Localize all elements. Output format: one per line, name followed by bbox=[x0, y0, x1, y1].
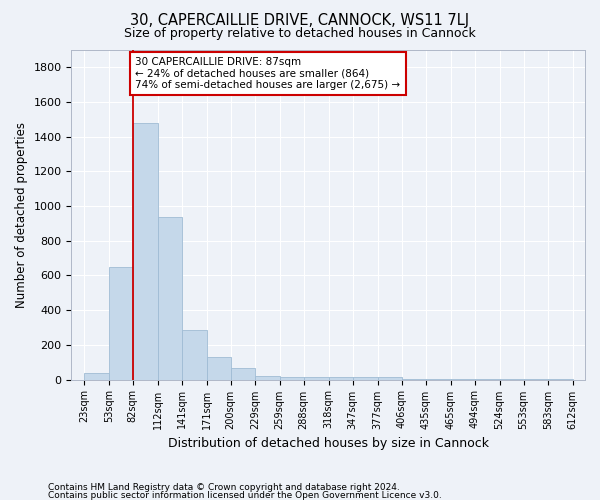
Text: 30 CAPERCAILLIE DRIVE: 87sqm
← 24% of detached houses are smaller (864)
74% of s: 30 CAPERCAILLIE DRIVE: 87sqm ← 24% of de… bbox=[135, 57, 400, 90]
Bar bbox=[109, 267, 133, 380]
Bar bbox=[329, 377, 353, 380]
Bar bbox=[353, 377, 377, 380]
Bar bbox=[206, 357, 231, 380]
Text: Contains public sector information licensed under the Open Government Licence v3: Contains public sector information licen… bbox=[48, 491, 442, 500]
Text: Size of property relative to detached houses in Cannock: Size of property relative to detached ho… bbox=[124, 28, 476, 40]
Bar bbox=[231, 368, 255, 380]
Y-axis label: Number of detached properties: Number of detached properties bbox=[15, 122, 28, 308]
Bar bbox=[377, 377, 401, 380]
Bar bbox=[133, 123, 158, 380]
Bar bbox=[255, 376, 280, 380]
Bar bbox=[158, 216, 182, 380]
Text: 30, CAPERCAILLIE DRIVE, CANNOCK, WS11 7LJ: 30, CAPERCAILLIE DRIVE, CANNOCK, WS11 7L… bbox=[130, 12, 470, 28]
Bar bbox=[84, 372, 109, 380]
Bar bbox=[182, 330, 206, 380]
X-axis label: Distribution of detached houses by size in Cannock: Distribution of detached houses by size … bbox=[168, 437, 489, 450]
Bar bbox=[304, 377, 329, 380]
Text: Contains HM Land Registry data © Crown copyright and database right 2024.: Contains HM Land Registry data © Crown c… bbox=[48, 484, 400, 492]
Bar bbox=[280, 377, 304, 380]
